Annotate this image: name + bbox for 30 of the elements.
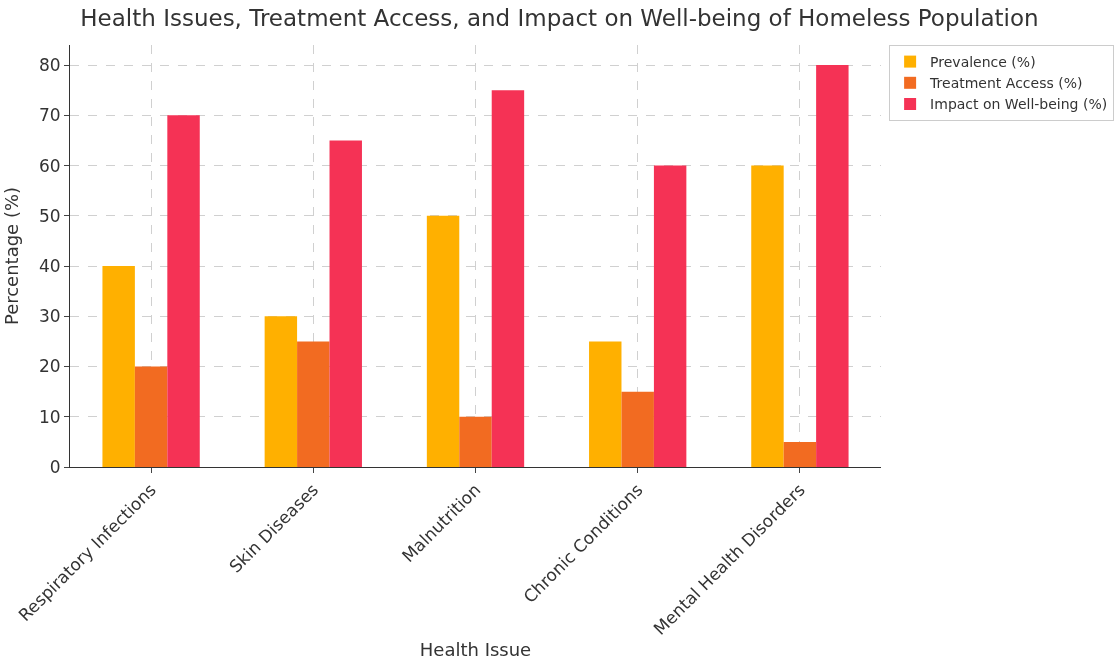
bar	[653, 165, 687, 467]
bar	[589, 341, 622, 467]
y-tick-label: 50	[38, 205, 61, 226]
y-axis-title: Percentage (%)	[1, 186, 23, 326]
bar	[167, 115, 200, 467]
chart-title: Health Issues, Treatment Access, and Impact on Well-being of Homeless Population	[80, 5, 1039, 32]
bar	[134, 366, 168, 467]
y-tick-label: 70	[38, 105, 61, 126]
legend-label: Prevalence (%)	[930, 54, 1036, 71]
bar	[751, 165, 784, 467]
bar	[426, 215, 460, 467]
x-axis-title: Health Issue	[419, 638, 532, 660]
y-tick-label: 10	[38, 406, 61, 427]
bar	[816, 65, 849, 467]
y-tick-label: 60	[38, 155, 61, 176]
y-tick-label: 40	[38, 256, 61, 276]
y-tick-label: 20	[38, 356, 61, 377]
y-tick-label: 30	[38, 306, 61, 327]
bar	[459, 416, 492, 467]
bar	[297, 341, 330, 467]
legend-label: Treatment Access (%)	[929, 75, 1083, 92]
bar	[783, 441, 817, 467]
legend-label: Impact on Well-being (%)	[930, 96, 1108, 113]
bar	[102, 266, 135, 467]
bar	[491, 90, 525, 467]
bar	[621, 391, 654, 467]
bar	[329, 140, 362, 467]
bar	[264, 316, 298, 467]
y-tick-label: 0	[49, 456, 61, 477]
y-tick-label: 80	[38, 55, 61, 76]
